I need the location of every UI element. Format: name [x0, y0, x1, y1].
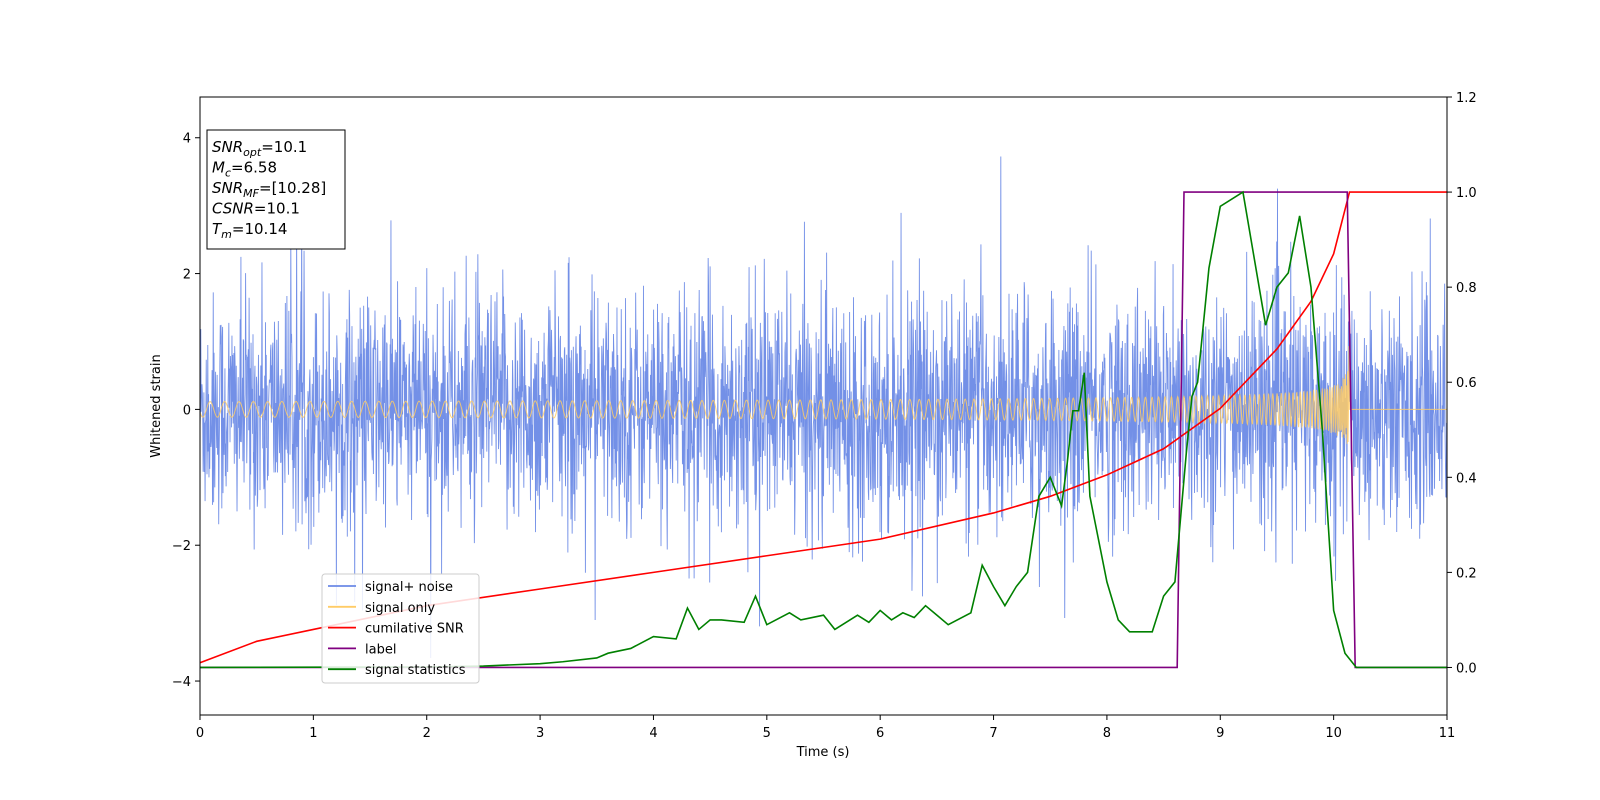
series-signal-noise: [200, 156, 1447, 659]
legend-label-text: cumilative SNR: [365, 622, 464, 637]
legend-label-text: signal statistics: [365, 663, 466, 678]
y-axis-right: 0.0 0.2 0.4 0.6 0.8 1.0 1.2: [1447, 91, 1477, 676]
x-tick-label: 4: [649, 726, 657, 741]
y2-tick-label: 0.0: [1456, 661, 1477, 676]
y2-tick-label: 0.8: [1456, 281, 1477, 296]
x-tick-label: 11: [1439, 726, 1456, 741]
x-tick-label: 3: [536, 726, 544, 741]
y-tick-label: −4: [172, 675, 191, 690]
x-axis: 0 1 2 3 4 5 6 7 8 9 10 11: [196, 715, 1455, 741]
x-tick-label: 8: [1103, 726, 1111, 741]
x-tick-label: 6: [876, 726, 884, 741]
y2-tick-label: 1.0: [1456, 186, 1477, 201]
y-tick-label: 2: [183, 268, 191, 283]
series-signal-statistics: [200, 190, 1447, 669]
annotation-line: SNRMF=[10.28]: [212, 179, 326, 200]
legend-cumulative-snr: cumilative SNR: [328, 622, 464, 637]
y-axis-label: Whitened strain: [149, 354, 164, 457]
legend-label-text: signal only: [365, 601, 435, 616]
annotation-line: SNRopt=10.1: [212, 138, 307, 159]
parameter-annotation-box: SNRopt=10.1Mc=6.58SNRMF=[10.28]CSNR=10.1…: [206, 129, 346, 250]
y-tick-label: −2: [172, 539, 191, 554]
x-tick-label: 5: [763, 726, 771, 741]
legend-label-text: signal+ noise: [365, 580, 453, 595]
series-signal-only: [200, 346, 1447, 444]
y-tick-label: 0: [183, 403, 191, 418]
x-tick-label: 10: [1325, 726, 1342, 741]
x-tick-label: 0: [196, 726, 204, 741]
x-tick-label: 1: [309, 726, 317, 741]
annotation-line: CSNR=10.1: [212, 200, 300, 218]
y-tick-label: 4: [183, 132, 191, 147]
y2-tick-label: 1.2: [1456, 91, 1477, 106]
annotation-line: Tm=10.14: [212, 220, 287, 241]
legend-label: label: [328, 642, 396, 657]
x-axis-label: Time (s): [796, 745, 850, 760]
x-tick-label: 9: [1216, 726, 1224, 741]
x-tick-label: 2: [423, 726, 431, 741]
x-tick-label: 7: [989, 726, 997, 741]
legend-label-text: label: [365, 642, 396, 657]
y-axis-left: −4 −2 0 2 4: [172, 132, 200, 690]
legend: signal+ noise signal only cumilative SNR la…: [321, 573, 480, 684]
legend-signal-statistics: signal statistics: [328, 663, 466, 678]
legend-signal-only: signal only: [328, 601, 435, 616]
y2-tick-label: 0.4: [1456, 471, 1477, 486]
plot-frame: [199, 96, 1448, 716]
legend-signal-noise: signal+ noise: [328, 580, 453, 595]
y2-tick-label: 0.6: [1456, 376, 1477, 391]
annotation-line: Mc=6.58: [212, 159, 277, 180]
y2-tick-label: 0.2: [1456, 566, 1477, 581]
